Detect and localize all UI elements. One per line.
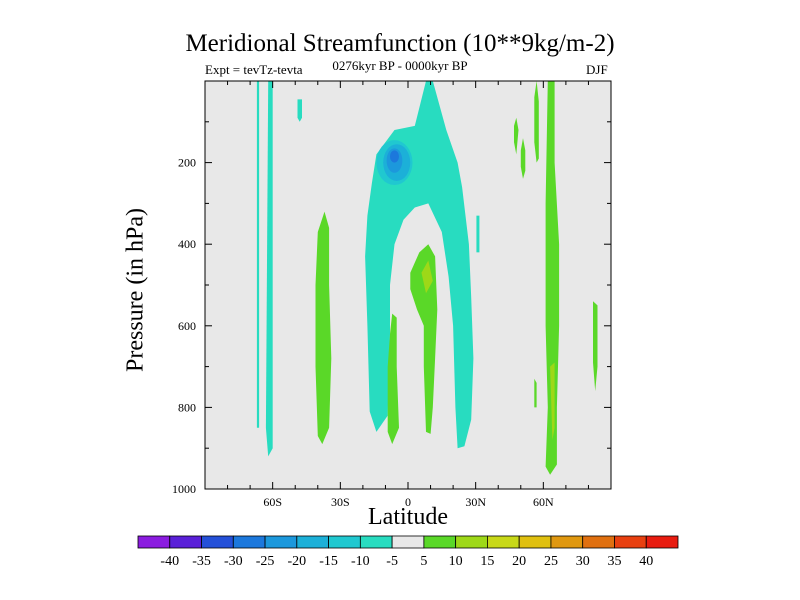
colorbar-label: 25 xyxy=(544,554,558,569)
colorbar-swatch xyxy=(423,535,457,549)
colorbar-swatch xyxy=(232,535,266,549)
x-tick-label: 30N xyxy=(465,495,486,509)
colorbar-swatch xyxy=(169,535,202,549)
contour-region xyxy=(520,138,526,179)
contour-region xyxy=(315,211,332,445)
colorbar-swatch xyxy=(487,535,520,549)
colorbar-label: -15 xyxy=(319,554,338,569)
y-tick-label: 1000 xyxy=(172,482,196,496)
colorbar-swatch xyxy=(614,535,647,549)
contour-region xyxy=(534,81,539,163)
colorbar-label: 30 xyxy=(576,554,590,569)
contour-region xyxy=(534,378,537,408)
colorbar-swatch xyxy=(455,535,488,549)
colorbar-swatch xyxy=(296,535,329,549)
y-tick-label: 400 xyxy=(178,237,196,251)
colorbar-label: 15 xyxy=(480,554,494,569)
contour-region xyxy=(387,313,399,445)
contour-region xyxy=(421,260,433,294)
y-tick-label: 800 xyxy=(178,400,196,414)
y-tick-label: 200 xyxy=(178,156,196,170)
contour-region xyxy=(545,81,560,475)
colorbar-swatch xyxy=(550,535,584,549)
colorbar-swatch xyxy=(264,535,298,549)
colorbar-swatch xyxy=(201,535,234,549)
colorbar-label: -10 xyxy=(351,554,370,569)
colorbar-label: -5 xyxy=(386,554,398,569)
contour-region xyxy=(256,81,260,428)
colorbar-swatch xyxy=(518,535,552,549)
colorbar-swatch xyxy=(328,535,361,549)
colorbar-swatch xyxy=(359,535,393,549)
contour-region xyxy=(550,362,555,440)
contour-region xyxy=(297,99,302,122)
colorbar-swatch xyxy=(645,535,679,549)
y-tick-label: 600 xyxy=(178,319,196,333)
colorbar-label: 20 xyxy=(512,554,526,569)
colorbar-label: 35 xyxy=(607,554,621,569)
x-tick-label: 30S xyxy=(331,495,350,509)
period-label: 0276kyr BP - 0000kyr BP xyxy=(332,58,468,73)
colorbar-swatch xyxy=(582,535,615,549)
colorbar-label: 5 xyxy=(420,554,427,569)
season-label: DJF xyxy=(586,62,608,77)
colorbar-label: 10 xyxy=(449,554,463,569)
x-tick-label: 60S xyxy=(263,495,282,509)
contour-region xyxy=(514,117,519,155)
x-axis-label: Latitude xyxy=(368,504,448,530)
contour-region xyxy=(593,301,598,392)
x-tick-label: 0 xyxy=(405,495,411,509)
colorbar-label: 40 xyxy=(639,554,653,569)
colorbar-label: -30 xyxy=(224,554,243,569)
colorbar-label: -25 xyxy=(256,554,275,569)
colorbar-label: -40 xyxy=(160,554,179,569)
experiment-label: Expt = tevTz-tevta xyxy=(205,62,303,77)
colorbar-label: -35 xyxy=(192,554,211,569)
x-tick-label: 60N xyxy=(533,495,554,509)
contour-region xyxy=(410,244,438,434)
chart-title: Meridional Streamfunction (10**9kg/m-2) xyxy=(185,30,615,57)
contour-region xyxy=(265,81,273,457)
contour-core xyxy=(389,150,399,163)
colorbar-label: -20 xyxy=(287,554,306,569)
colorbar-swatch xyxy=(137,535,171,549)
colorbar-swatch xyxy=(391,535,425,549)
